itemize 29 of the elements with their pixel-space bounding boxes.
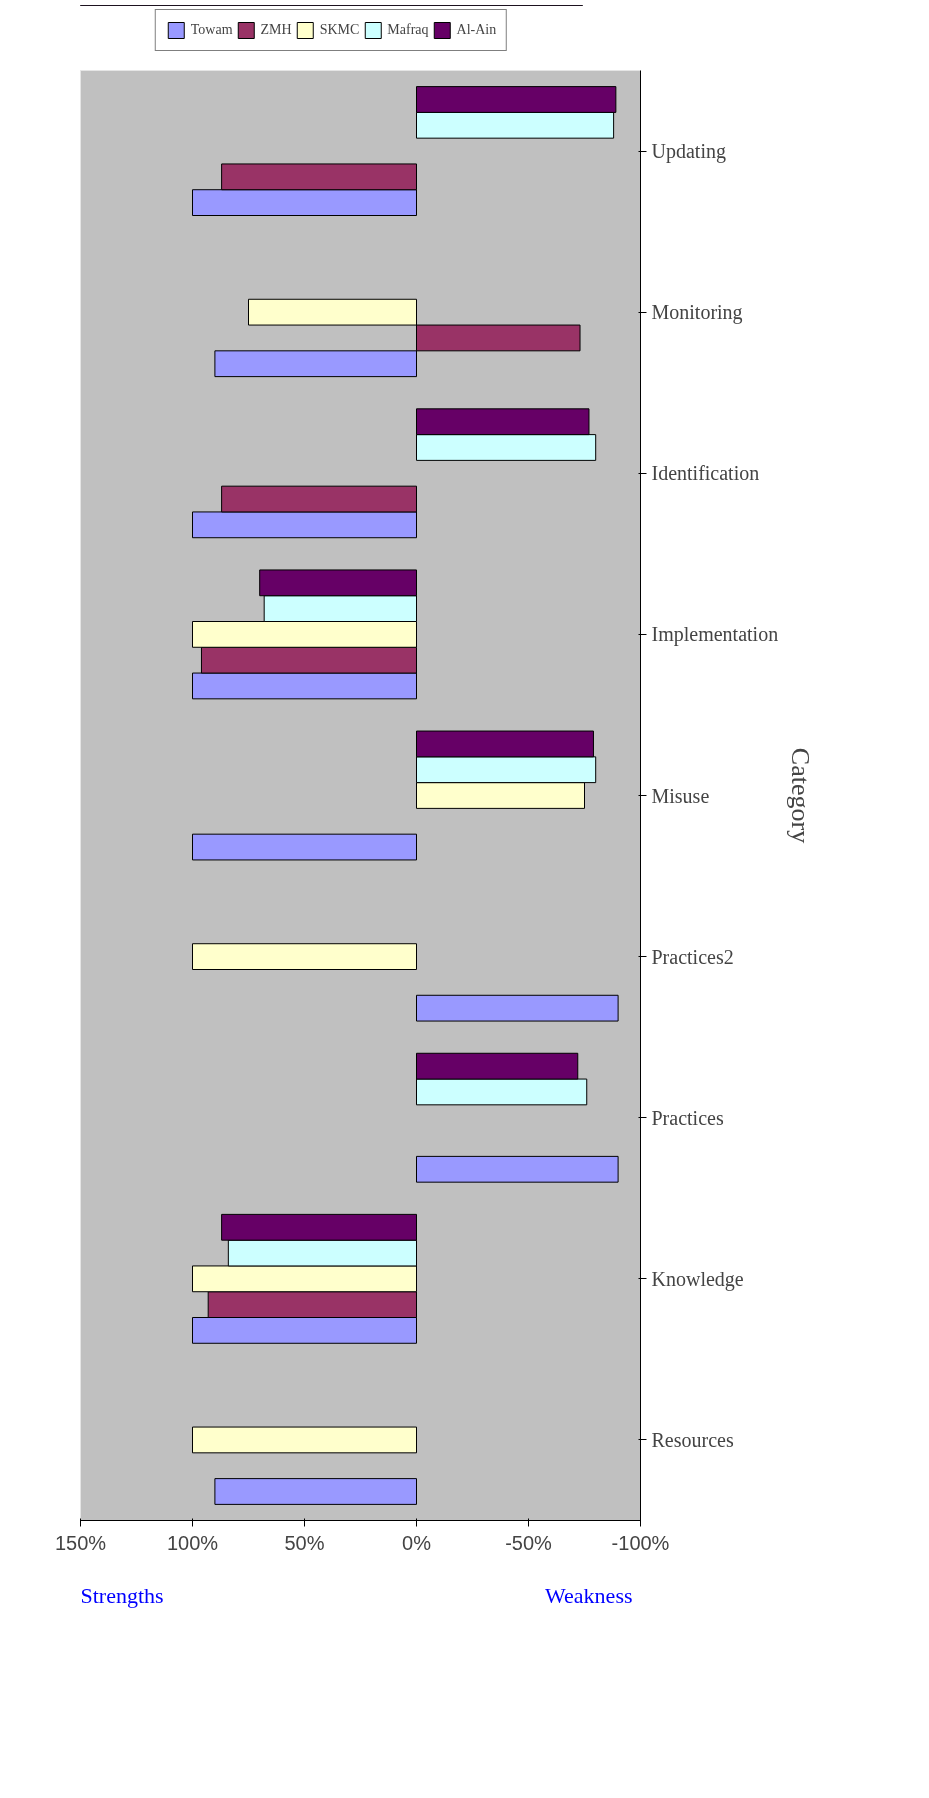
y-tick-label: Practices <box>651 1106 724 1129</box>
x-tick-label: -50% <box>505 1531 553 1554</box>
bar <box>416 1155 619 1183</box>
y-tick-label: Resources <box>651 1428 734 1451</box>
bar <box>214 1478 417 1505</box>
y-axis-title: Category <box>786 747 816 844</box>
x-tick-label: 150% <box>54 1531 107 1554</box>
x-tick-label: 50% <box>284 1531 325 1554</box>
y-tick-label: Monitoring <box>651 301 743 325</box>
y-tick-label: Misuse <box>651 784 710 807</box>
bar <box>192 1426 417 1454</box>
text: Weakness <box>545 1583 633 1608</box>
legend-label: Al-Ain <box>456 22 497 38</box>
legend-label: Towam <box>190 22 233 38</box>
y-tick-label: Implementation <box>651 623 779 647</box>
text: Strengths <box>80 1583 164 1608</box>
x-tick-label: 100% <box>166 1531 219 1554</box>
y-tick-label: Knowledge <box>651 1267 744 1291</box>
legend-label: SKMC <box>319 22 360 38</box>
y-tick-label: Practices2 <box>651 945 734 968</box>
bar <box>192 833 417 861</box>
y-tick-label: Updating <box>651 140 726 164</box>
x-tick-label: 0% <box>402 1531 432 1554</box>
bar <box>192 943 417 970</box>
bar <box>416 994 619 1022</box>
legend-label: Mafraq <box>387 22 429 38</box>
y-tick-label: Identification <box>651 462 760 485</box>
x-tick-label: -100% <box>611 1531 670 1554</box>
legend-label: ZMH <box>260 22 292 38</box>
